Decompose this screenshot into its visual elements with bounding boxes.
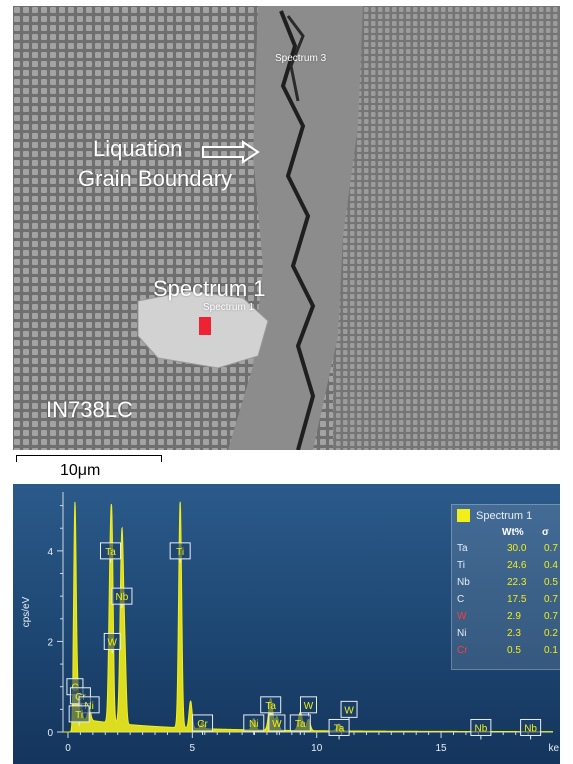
legend-wt: 2.3 [507, 628, 521, 639]
element-marker-label: Ni [249, 719, 258, 730]
element-marker-box [268, 714, 286, 732]
element-marker-label: Ta [295, 719, 306, 730]
element-marker-label: Nb [524, 723, 537, 734]
legend-wt: 24.6 [507, 560, 527, 571]
spectrum-3-small-label: Spectrum 3 [275, 53, 327, 64]
element-marker-box [103, 632, 121, 650]
micrograph-texture [13, 6, 560, 450]
legend-element: W [457, 611, 467, 622]
y-tick-label: 2 [47, 637, 53, 648]
legend-row: W 2.9 0.7 [452, 611, 560, 625]
legend-sigma: 0.5 [544, 577, 558, 588]
x-tick-label: 0 [65, 743, 71, 754]
element-marker-label: Ta [334, 723, 345, 734]
legend-row: Ni 2.3 0.2 [452, 628, 560, 642]
legend-element: C [457, 594, 465, 605]
legend-element: Cr [457, 645, 468, 656]
legend-element: Ta [457, 543, 468, 554]
element-marker-box [192, 714, 214, 732]
spectrum-1-small-label: Spectrum 1 [203, 302, 255, 313]
x-tick-label: 10 [311, 743, 323, 754]
sem-micrograph: Liquation Grain Boundary Spectrum 1 Spec… [13, 6, 560, 450]
legend-sigma: 0.7 [544, 543, 558, 554]
legend-head-wt: Wt% [502, 527, 524, 538]
element-marker-label: Nb [116, 592, 129, 603]
element-marker-label: W [344, 705, 354, 716]
element-marker-box [289, 714, 311, 732]
y-tick-label: 0 [47, 728, 53, 739]
legend-element: Ti [457, 560, 465, 571]
legend-row: C 17.5 0.7 [452, 594, 560, 608]
legend-wt: 0.5 [507, 645, 521, 656]
legend-element: Nb [457, 577, 470, 588]
legend-row: Cr 0.5 0.1 [452, 645, 560, 659]
spectrum-1-marker [199, 317, 211, 335]
element-marker-label: W [272, 719, 282, 730]
x-tick-label: 5 [190, 743, 196, 754]
eds-spectrum-chart: 024051015cps/eVkeTaNbWTiCCrNiTiCrNiTaWWT… [21, 492, 559, 754]
element-marker-label: Cr [197, 719, 208, 730]
dendritic-matrix-right [333, 6, 560, 450]
element-marker-box [470, 718, 492, 736]
legend-wt: 2.9 [507, 611, 521, 622]
legend-head-sigma: σ [542, 527, 549, 538]
scale-bar-label: 10μm [60, 462, 101, 479]
legend-title: Spectrum 1 [476, 510, 533, 522]
element-marker-label: Ti [75, 710, 83, 721]
legend-swatch [457, 509, 470, 522]
element-marker-box [260, 696, 282, 714]
element-marker-box [68, 705, 90, 723]
legend-header-row: Wt% σ [452, 527, 560, 541]
element-marker-label: Nb [474, 723, 487, 734]
legend-sigma: 0.4 [544, 560, 558, 571]
element-marker-box [328, 718, 350, 736]
x-axis-label: ke [548, 743, 559, 754]
composition-legend: Spectrum 1 Wt% σ Ta 30.0 0.7 Ti 24.6 0.4 Nb 22.… [451, 504, 560, 670]
y-axis-label: cps/eV [21, 596, 32, 627]
legend-wt: 22.3 [507, 577, 527, 588]
spectrum-1-label: Spectrum 1 [153, 276, 266, 301]
element-marker-box [111, 587, 133, 605]
legend-element: Ni [457, 628, 467, 639]
element-marker-label: Ta [265, 701, 276, 712]
legend-row: Nb 22.3 0.5 [452, 577, 560, 591]
legend-wt: 17.5 [507, 594, 527, 605]
legend-sigma: 0.7 [544, 611, 558, 622]
eds-spectrum-panel: 024051015cps/eVkeTaNbWTiCCrNiTiCrNiTaWWT… [13, 484, 560, 764]
legend-row: Ti 24.6 0.4 [452, 560, 560, 574]
scale-bar [16, 455, 162, 462]
y-tick-label: 4 [47, 547, 53, 558]
liquation-arrow [202, 140, 260, 164]
crack [279, 10, 316, 450]
element-marker-box [169, 542, 191, 560]
element-marker-label: Ta [105, 547, 116, 558]
element-marker-box [520, 718, 542, 736]
element-marker-box [340, 700, 358, 718]
element-marker-label: W [108, 637, 118, 648]
grain-boundary-label: Grain Boundary [78, 166, 233, 191]
legend-sigma: 0.1 [544, 645, 558, 656]
legend-row: Ta 30.0 0.7 [452, 543, 560, 557]
legend-sigma: 0.7 [544, 594, 558, 605]
legend-sigma: 0.2 [544, 628, 558, 639]
element-marker-label: Ti [176, 547, 184, 558]
legend-wt: 30.0 [507, 543, 527, 554]
element-marker-label: W [304, 701, 314, 712]
liquation-label: Liquation [93, 136, 183, 161]
x-tick-label: 15 [436, 743, 448, 754]
element-marker-box [243, 714, 265, 732]
element-marker-box [100, 542, 122, 560]
element-marker-box [299, 696, 317, 714]
material-label: IN738LC [46, 397, 133, 422]
